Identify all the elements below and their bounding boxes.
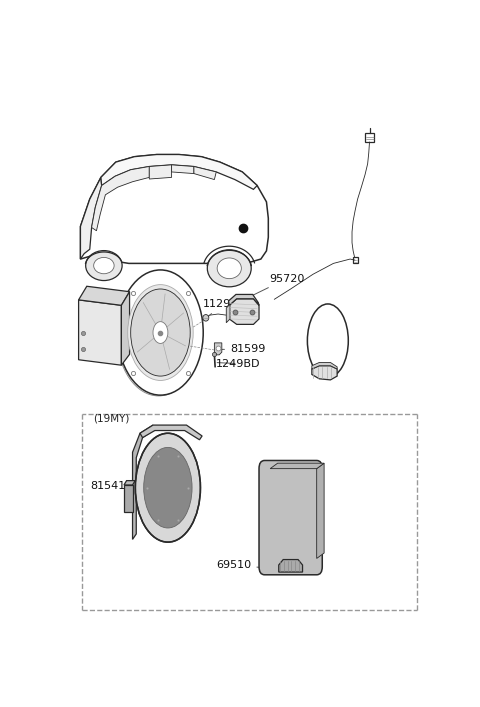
Polygon shape <box>124 485 132 512</box>
Text: 81599: 81599 <box>222 344 265 354</box>
Polygon shape <box>270 463 324 469</box>
Ellipse shape <box>131 289 190 376</box>
Polygon shape <box>172 165 194 174</box>
Polygon shape <box>79 286 130 305</box>
Polygon shape <box>229 299 259 325</box>
Ellipse shape <box>144 448 192 528</box>
Polygon shape <box>121 292 130 366</box>
Text: 69510: 69510 <box>216 560 278 570</box>
Polygon shape <box>215 343 222 355</box>
Polygon shape <box>312 366 337 380</box>
Polygon shape <box>312 363 337 369</box>
Polygon shape <box>79 300 121 366</box>
Circle shape <box>153 322 168 344</box>
Polygon shape <box>194 167 216 180</box>
Polygon shape <box>83 220 91 228</box>
FancyBboxPatch shape <box>259 460 322 575</box>
Polygon shape <box>279 559 302 572</box>
Polygon shape <box>226 304 230 322</box>
Polygon shape <box>353 257 358 264</box>
Text: 69510: 69510 <box>313 304 348 344</box>
Polygon shape <box>149 165 172 179</box>
Polygon shape <box>92 167 149 230</box>
Polygon shape <box>81 177 102 259</box>
Text: 69521: 69521 <box>107 312 142 323</box>
Polygon shape <box>81 155 268 264</box>
Ellipse shape <box>117 274 200 396</box>
Polygon shape <box>228 294 259 305</box>
Text: 95720: 95720 <box>240 274 304 301</box>
Ellipse shape <box>307 304 348 378</box>
Ellipse shape <box>217 258 241 279</box>
Text: 81541: 81541 <box>91 481 131 493</box>
Ellipse shape <box>128 285 193 380</box>
Polygon shape <box>138 203 145 208</box>
Polygon shape <box>317 463 324 559</box>
Ellipse shape <box>203 315 209 321</box>
Polygon shape <box>132 425 153 539</box>
Text: (19MY): (19MY) <box>94 414 130 423</box>
Ellipse shape <box>207 250 251 287</box>
Text: 1129AC: 1129AC <box>203 299 246 316</box>
Ellipse shape <box>94 257 114 274</box>
Ellipse shape <box>85 250 122 281</box>
Polygon shape <box>365 133 374 142</box>
Polygon shape <box>124 481 135 485</box>
Polygon shape <box>140 425 202 440</box>
Text: 1249BD: 1249BD <box>216 358 260 368</box>
Ellipse shape <box>118 270 203 395</box>
Polygon shape <box>101 155 257 189</box>
Ellipse shape <box>135 433 201 542</box>
